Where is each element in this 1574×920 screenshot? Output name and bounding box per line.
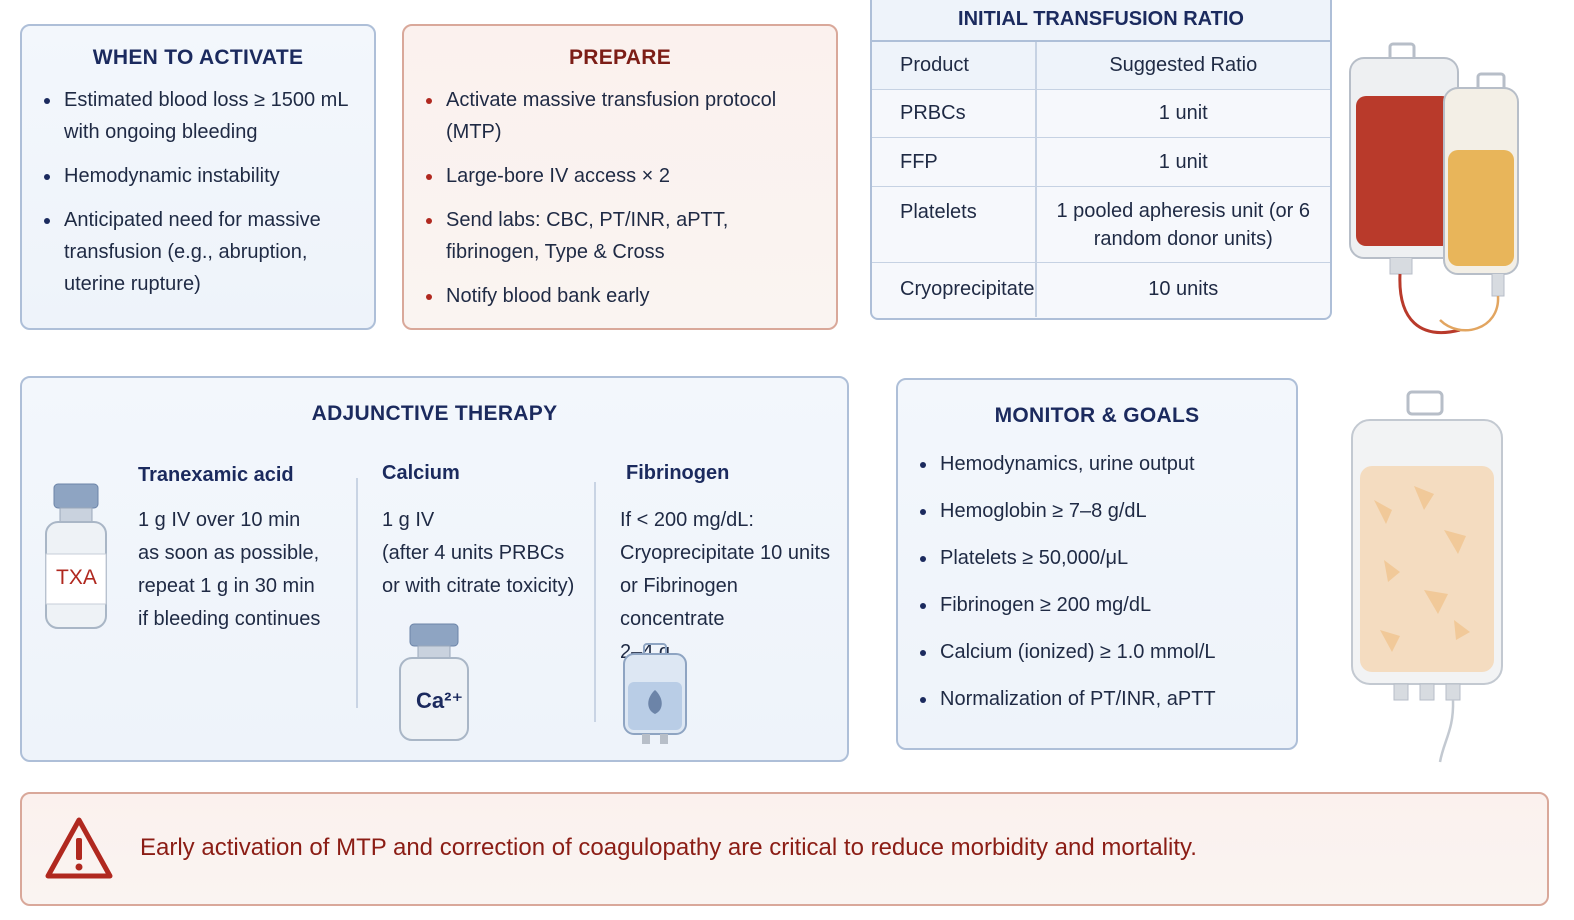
column-divider [356, 478, 358, 708]
when-to-activate-card: WHEN TO ACTIVATE Estimated blood loss ≥ … [20, 24, 376, 330]
fibrinogen-text-line: If < 200 mg/dL: [620, 509, 754, 531]
prepare-list: Activate massive transfusion protocol (M… [424, 84, 826, 312]
fibrinogen-text: If < 200 mg/dL: Cryoprecipitate 10 units… [620, 504, 847, 669]
fibrinogen-text-line: or Fibrinogen concentrate [620, 575, 738, 630]
txa-text-line: repeat 1 g in 30 min [138, 575, 315, 597]
calcium-text-line: or with citrate toxicity) [382, 575, 575, 597]
product-cell: Cryoprecipitate [900, 278, 1035, 301]
calcium-vial-icon [399, 623, 469, 741]
ratio-cell: 1 unit [1034, 89, 1330, 138]
list-item: Anticipated need for massive transfusion… [42, 204, 360, 300]
warning-banner: Early activation of MTP and correction o… [20, 792, 1549, 906]
list-item: Hemodynamic instability [42, 160, 360, 192]
ratio-cell: 1 pooled apheresis unit (or 6 random don… [1034, 186, 1330, 263]
product-cell: FFP [872, 137, 1036, 187]
table-row: PRBCs 1 unit [872, 89, 1330, 138]
cryoprecipitate-bag-illustration [1351, 390, 1503, 763]
list-item: Estimated blood loss ≥ 1500 mL with ongo… [42, 84, 360, 148]
table-row: Cryoprecipitate 10 units [872, 262, 1330, 317]
list-item: Fibrinogen ≥ 200 mg/dL [918, 589, 1286, 621]
list-item: Send labs: CBC, PT/INR, aPTT, fibrinogen… [424, 204, 826, 268]
calcium-text: 1 g IV (after 4 units PRBCs or with citr… [382, 504, 574, 603]
txa-title: Tranexamic acid [138, 464, 294, 486]
column-divider [594, 482, 596, 722]
blood-bags-illustration [1349, 42, 1519, 335]
monitor-list: Hemodynamics, urine output Hemoglobin ≥ … [918, 448, 1286, 715]
list-item: Large-bore IV access × 2 [424, 160, 826, 192]
product-cell: PRBCs [872, 89, 1036, 138]
prepare-card: PREPARE Activate massive transfusion pro… [402, 24, 838, 330]
warning-triangle-icon [45, 817, 113, 879]
adjunctive-title: ADJUNCTIVE THERAPY [311, 402, 558, 425]
table-row: Platelets 1 pooled apheresis unit (or 6 … [872, 186, 1330, 263]
monitor-goals-card: MONITOR & GOALS Hemodynamics, urine outp… [896, 378, 1298, 750]
warning-text: Early activation of MTP and correction o… [140, 834, 1197, 861]
list-item: Activate massive transfusion protocol (M… [424, 84, 826, 148]
txa-vial-label: TXA [56, 566, 97, 589]
when-to-activate-title: WHEN TO ACTIVATE [92, 46, 304, 69]
txa-text-line: if bleeding continues [138, 608, 321, 630]
when-to-activate-list: Estimated blood loss ≥ 1500 mL with ongo… [42, 84, 360, 300]
fibrinogen-text-line: Cryoprecipitate 10 units [620, 542, 831, 564]
list-item: Platelets ≥ 50,000/μL [918, 542, 1286, 574]
column-header-product: Product [872, 42, 1036, 90]
txa-text: 1 g IV over 10 min as soon as possible, … [138, 504, 320, 636]
txa-text-line: as soon as possible, [138, 542, 320, 564]
calcium-text-line: (after 4 units PRBCs [382, 542, 565, 564]
calcium-text-line: 1 g IV [382, 509, 435, 531]
column-header-ratio: Suggested Ratio [1034, 42, 1330, 90]
calcium-title: Calcium [382, 462, 460, 484]
adjunctive-therapy-card: ADJUNCTIVE THERAPY TXA Tranexamic acid 1… [20, 376, 849, 762]
monitor-title: MONITOR & GOALS [994, 404, 1200, 427]
list-item: Normalization of PT/INR, aPTT [918, 683, 1286, 715]
list-item: Hemodynamics, urine output [918, 448, 1286, 480]
table-row: FFP 1 unit [872, 137, 1330, 187]
ratio-cell: 10 units [1034, 262, 1330, 317]
list-item: Notify blood bank early [424, 280, 826, 312]
table-header-row: Product Suggested Ratio [872, 42, 1330, 90]
calcium-vial-label: Ca²⁺ [416, 688, 464, 713]
ratio-cell: 1 unit [1034, 137, 1330, 187]
product-cell: Platelets [872, 186, 1036, 263]
list-item: Calcium (ionized) ≥ 1.0 mmol/L [918, 636, 1286, 668]
list-item: Hemoglobin ≥ 7–8 g/dL [918, 495, 1286, 527]
prepare-title: PREPARE [568, 46, 672, 69]
fibrinogen-bag-icon [623, 643, 687, 744]
ratio-title: INITIAL TRANSFUSION RATIO [872, 0, 1330, 42]
transfusion-ratio-table: INITIAL TRANSFUSION RATIO Product Sugges… [870, 0, 1332, 320]
txa-vial-icon [45, 483, 107, 629]
txa-text-line: 1 g IV over 10 min [138, 509, 301, 531]
ratio-grid: Product Suggested Ratio PRBCs 1 unit FFP… [872, 42, 1330, 317]
fibrinogen-title: Fibrinogen [626, 462, 730, 484]
